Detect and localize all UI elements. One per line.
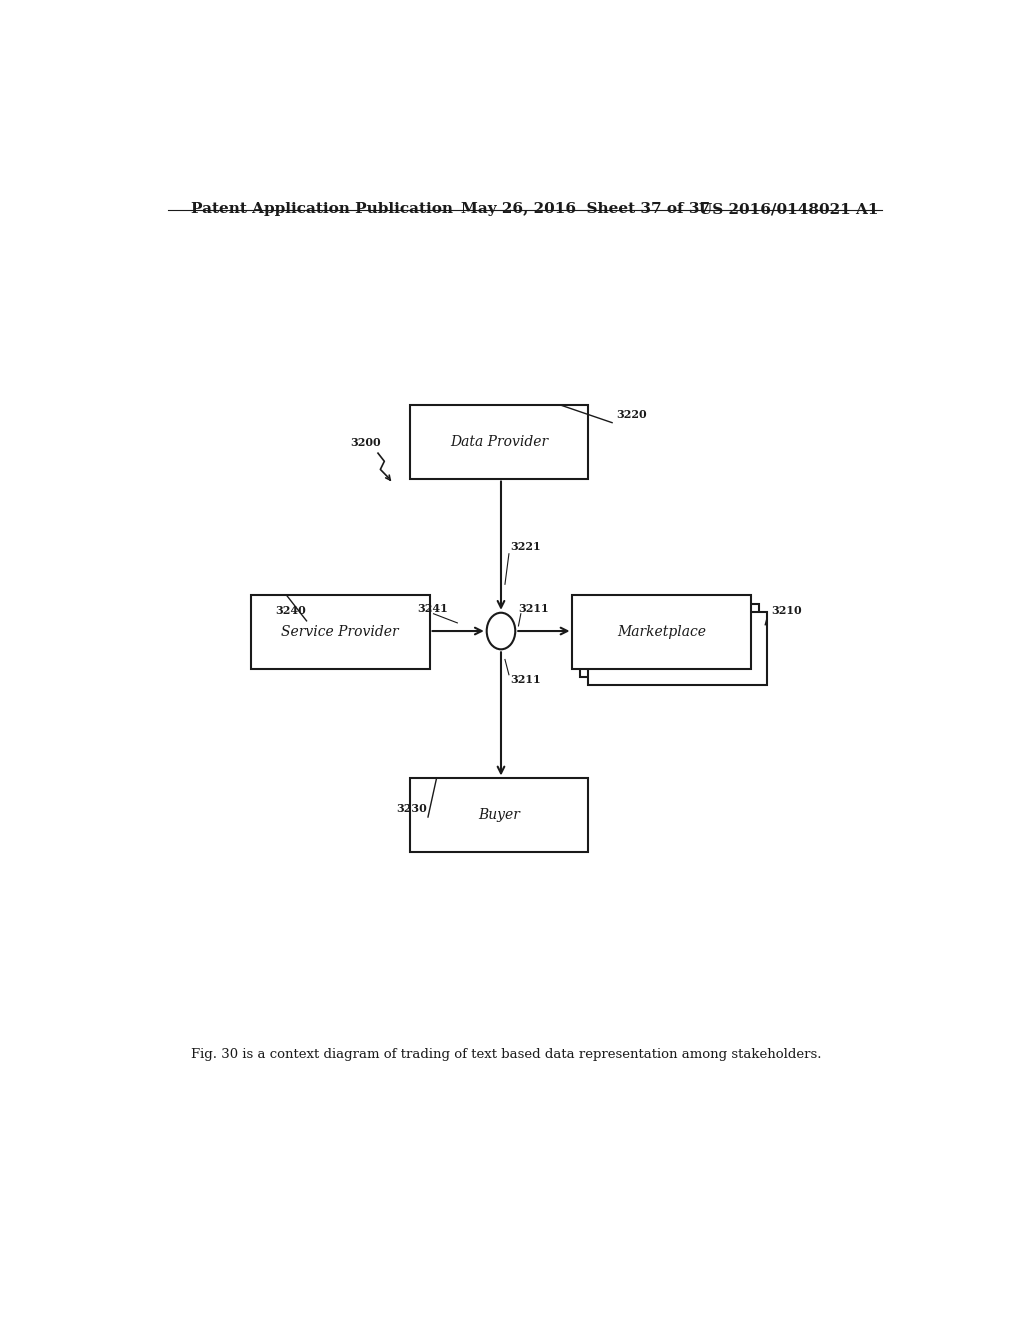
Text: 3200: 3200	[350, 437, 381, 447]
Text: 3240: 3240	[274, 605, 305, 616]
Text: 3210: 3210	[771, 605, 802, 616]
Text: 3211: 3211	[518, 603, 549, 614]
Circle shape	[486, 612, 515, 649]
FancyBboxPatch shape	[410, 779, 588, 851]
Text: Marketplace: Marketplace	[617, 626, 707, 639]
Text: Patent Application Publication: Patent Application Publication	[191, 202, 454, 216]
FancyBboxPatch shape	[581, 603, 759, 677]
Text: 3211: 3211	[511, 675, 541, 685]
Text: US 2016/0148021 A1: US 2016/0148021 A1	[699, 202, 879, 216]
Text: Data Provider: Data Provider	[450, 436, 548, 449]
FancyBboxPatch shape	[588, 611, 767, 685]
FancyBboxPatch shape	[410, 405, 588, 479]
Text: 3241: 3241	[418, 603, 449, 614]
Text: 3220: 3220	[616, 409, 647, 420]
Text: May 26, 2016  Sheet 37 of 37: May 26, 2016 Sheet 37 of 37	[461, 202, 711, 216]
Text: 3221: 3221	[511, 541, 541, 552]
Text: Service Provider: Service Provider	[282, 626, 399, 639]
Text: Fig. 30 is a context diagram of trading of text based data representation among : Fig. 30 is a context diagram of trading …	[191, 1048, 822, 1061]
Text: Buyer: Buyer	[478, 808, 520, 822]
FancyBboxPatch shape	[251, 595, 430, 669]
FancyBboxPatch shape	[572, 595, 751, 669]
Text: 3230: 3230	[396, 804, 427, 814]
